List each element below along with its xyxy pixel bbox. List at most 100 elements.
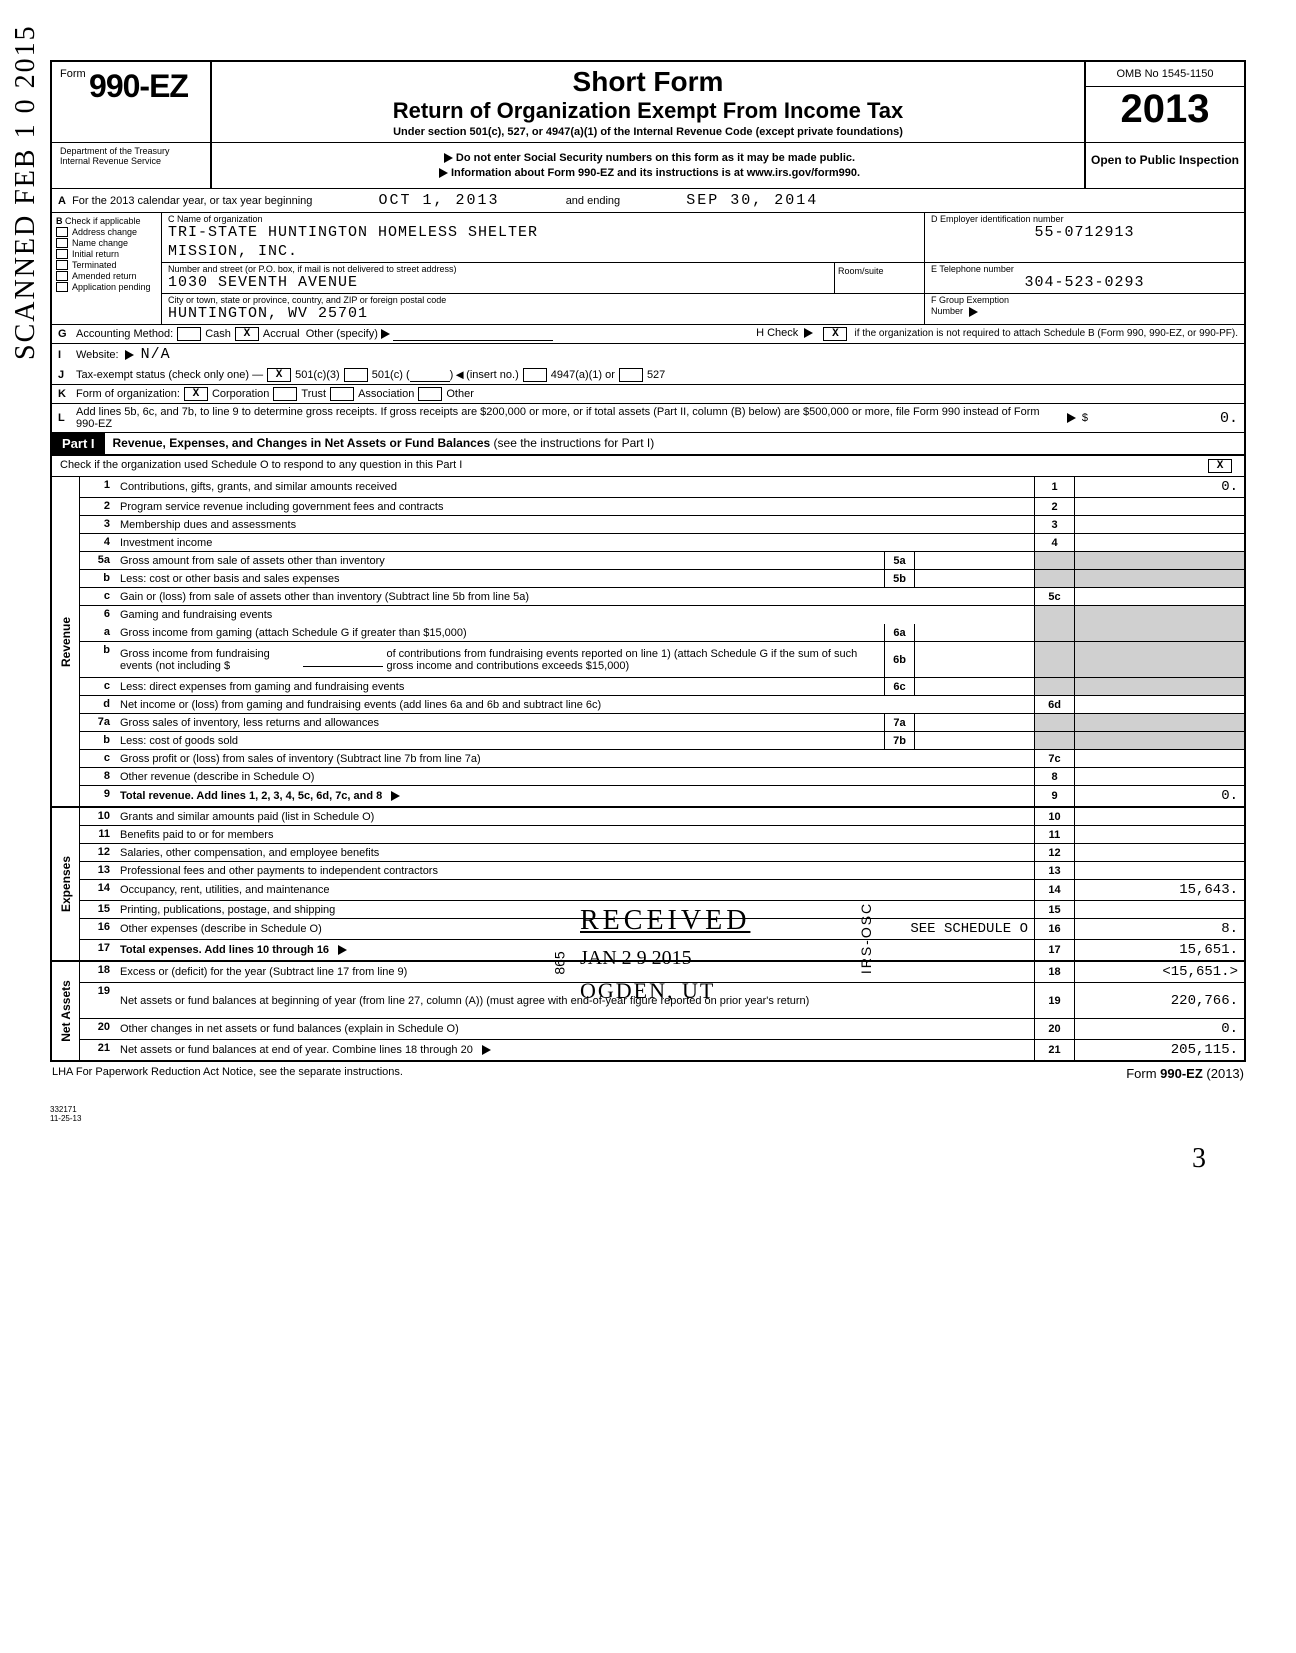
- line-i: I Website: N/A: [50, 344, 1246, 365]
- addr-cell: Number and street (or P.O. box, if mail …: [162, 263, 924, 293]
- info-link: Information about Form 990-EZ and its in…: [218, 167, 1078, 179]
- row-1: 1Contributions, gifts, grants, and simil…: [80, 477, 1244, 498]
- arrow-icon: [439, 168, 448, 178]
- chk-accrual[interactable]: X: [235, 327, 259, 341]
- accounting-label: Accounting Method:: [76, 328, 173, 340]
- group-exempt-label: F Group Exemption: [925, 294, 1244, 305]
- form-title-box: Short Form Return of Organization Exempt…: [212, 62, 1084, 142]
- val-16: 8.: [1074, 919, 1244, 939]
- val-10: [1074, 808, 1244, 825]
- 501c-insert[interactable]: [410, 368, 450, 382]
- form-code: 332171 11-25-13: [50, 1105, 1246, 1123]
- chk-schedule-o[interactable]: X: [1208, 459, 1232, 473]
- val-5c: [1074, 588, 1244, 605]
- room-suite: Room/suite: [834, 263, 924, 293]
- line-l: L Add lines 5b, 6c, and 7b, to line 9 to…: [50, 404, 1246, 432]
- val-5a: [915, 552, 1034, 569]
- chk-schedule-b[interactable]: X: [823, 327, 847, 341]
- val-12: [1074, 844, 1244, 861]
- chk-address-change[interactable]: Address change: [56, 227, 157, 237]
- chk-name-change[interactable]: Name change: [56, 238, 157, 248]
- org-name-2: MISSION, INC.: [162, 243, 924, 262]
- val-7a: [915, 714, 1034, 731]
- net-assets-side-label: Net Assets: [52, 962, 80, 1060]
- form-number: 990-EZ: [89, 68, 188, 104]
- revenue-side-label: Revenue: [52, 477, 80, 806]
- chk-4947[interactable]: [523, 368, 547, 382]
- chk-pending[interactable]: Application pending: [56, 282, 157, 292]
- chk-corporation[interactable]: X: [184, 387, 208, 401]
- chk-association[interactable]: [330, 387, 354, 401]
- addr-value: 1030 SEVENTH AVENUE: [162, 274, 834, 293]
- form-header-2: Department of the Treasury Internal Reve…: [50, 142, 1246, 189]
- form-id-footer: Form 990-EZ (2013): [1126, 1066, 1244, 1081]
- page-footer: LHA For Paperwork Reduction Act Notice, …: [50, 1060, 1246, 1085]
- row-3: 3Membership dues and assessments3: [80, 516, 1244, 534]
- line-h: H Check X if the organization is not req…: [756, 327, 1238, 341]
- chk-other-org[interactable]: [418, 387, 442, 401]
- chk-initial-return[interactable]: Initial return: [56, 249, 157, 259]
- box-d: D Employer identification number 55-0712…: [924, 213, 1244, 262]
- other-method-input[interactable]: [393, 327, 553, 341]
- row-7a: 7aGross sales of inventory, less returns…: [80, 714, 1244, 732]
- net-assets-section: Net Assets 18Excess or (deficit) for the…: [52, 962, 1244, 1060]
- box-b-header: B Check if applicable: [56, 216, 157, 226]
- line-l-text: Add lines 5b, 6c, and 7b, to line 9 to d…: [76, 406, 1064, 430]
- row-14: 14Occupancy, rent, utilities, and mainte…: [80, 880, 1244, 901]
- chk-trust[interactable]: [273, 387, 297, 401]
- row-20: 20Other changes in net assets or fund ba…: [80, 1019, 1244, 1040]
- val-11: [1074, 826, 1244, 843]
- arrow-icon: [391, 791, 400, 801]
- row-9: 9Total revenue. Add lines 1, 2, 3, 4, 5c…: [80, 786, 1244, 806]
- val-13: [1074, 862, 1244, 879]
- row-19: 19Net assets or fund balances at beginni…: [80, 983, 1244, 1019]
- city-cell: City or town, state or province, country…: [162, 294, 924, 324]
- expenses-side-label: Expenses: [52, 808, 80, 960]
- chk-amended[interactable]: Amended return: [56, 271, 157, 281]
- org-name-1: TRI-STATE HUNTINGTON HOMELESS SHELTER: [162, 224, 924, 243]
- row-7c: cGross profit or (loss) from sales of in…: [80, 750, 1244, 768]
- dept-text: Department of the Treasury Internal Reve…: [60, 147, 202, 167]
- line-g-h: G Accounting Method: Cash XAccrual Other…: [50, 325, 1246, 344]
- addr-label: Number and street (or P.O. box, if mail …: [162, 263, 834, 274]
- arrow-icon: [804, 328, 813, 338]
- row-6b: bGross income from fundraising events (n…: [80, 642, 1244, 678]
- val-9: 0.: [1074, 786, 1244, 806]
- form-word: Form: [60, 68, 86, 80]
- ein-label: D Employer identification number: [925, 213, 1244, 224]
- chk-terminated[interactable]: Terminated: [56, 260, 157, 270]
- row-15: 15Printing, publications, postage, and s…: [80, 901, 1244, 919]
- tax-exempt-label: Tax-exempt status (check only one) —: [76, 369, 263, 381]
- chk-501c[interactable]: [344, 368, 368, 382]
- part-i-title: Revenue, Expenses, and Changes in Net As…: [105, 433, 1244, 454]
- part-i-grid: Revenue 1Contributions, gifts, grants, a…: [50, 477, 1246, 1060]
- row-11: 11Benefits paid to or for members11: [80, 826, 1244, 844]
- val-2: [1074, 498, 1244, 515]
- val-4: [1074, 534, 1244, 551]
- arrow-icon: [482, 1045, 491, 1055]
- row-6d: dNet income or (loss) from gaming and fu…: [80, 696, 1244, 714]
- chk-501c3[interactable]: X: [267, 368, 291, 382]
- chk-527[interactable]: [619, 368, 643, 382]
- part-i-header: Part I Revenue, Expenses, and Changes in…: [50, 432, 1246, 456]
- 6b-contrib-input[interactable]: [303, 653, 383, 667]
- arrow-icon: [125, 350, 134, 360]
- revenue-section: Revenue 1Contributions, gifts, grants, a…: [52, 477, 1244, 808]
- title-short-form: Short Form: [220, 66, 1076, 98]
- instructions-box: Do not enter Social Security numbers on …: [212, 143, 1084, 188]
- schedule-o-text: Check if the organization used Schedule …: [60, 459, 1204, 473]
- line-j: J Tax-exempt status (check only one) — X…: [50, 365, 1246, 385]
- row-addr-phone: Number and street (or P.O. box, if mail …: [162, 263, 1244, 294]
- see-schedule-o: SEE SCHEDULE O: [910, 921, 1028, 937]
- val-1: 0.: [1074, 477, 1244, 497]
- phone-label: E Telephone number: [925, 263, 1244, 274]
- chk-cash[interactable]: [177, 327, 201, 341]
- row-5c: cGain or (loss) from sale of assets othe…: [80, 588, 1244, 606]
- val-21: 205,115.: [1074, 1040, 1244, 1060]
- omb-year-box: OMB No 1545-1150 2013: [1084, 62, 1244, 142]
- line-a-content: A For the 2013 calendar year, or tax yea…: [52, 189, 1244, 212]
- ein-value: 55-0712913: [925, 224, 1244, 243]
- row-17: 17Total expenses. Add lines 10 through 1…: [80, 940, 1244, 960]
- row-city-group: City or town, state or province, country…: [162, 294, 1244, 324]
- ssn-warning: Do not enter Social Security numbers on …: [218, 152, 1078, 164]
